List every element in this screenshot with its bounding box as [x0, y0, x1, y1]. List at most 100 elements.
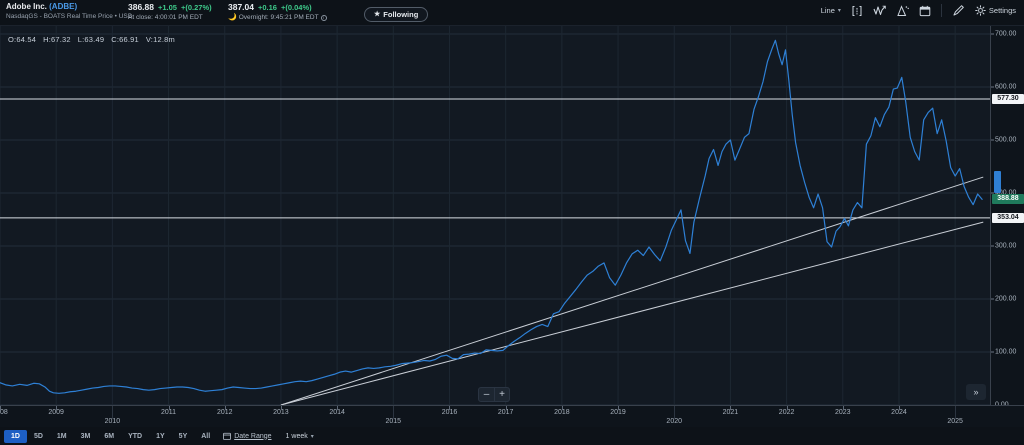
edit-button[interactable] [952, 4, 965, 17]
chevron-down-icon: ▾ [310, 433, 314, 440]
ticker-symbol: (ADBE) [49, 2, 78, 11]
chart-type-label: Line [820, 6, 835, 15]
date-axis-mark [955, 406, 957, 419]
date-axis-tick: 2020 [666, 418, 683, 425]
date-axis-tick: 2015 [385, 418, 402, 425]
ohlc-readout: O:64.54 H:67.32 L:63.49 C:66.91 V:12.8m [8, 35, 175, 44]
date-axis-mark [505, 406, 507, 410]
events-button[interactable] [919, 5, 931, 17]
toolbar-divider [940, 4, 942, 17]
range-button-all[interactable]: All [201, 432, 211, 440]
price-axis-tick: 400.00 [990, 189, 1016, 196]
price-axis-tick: 700.00 [990, 30, 1017, 38]
zoom-in-button[interactable]: + [494, 388, 509, 401]
date-axis-tick: 2017 [497, 409, 514, 416]
range-button-group: 1D 5D 1M 3M 6M YTD 1Y 5Y All [4, 429, 217, 443]
date-axis-mark [112, 406, 114, 419]
drawing-tools-button[interactable] [896, 4, 909, 17]
price-axis-tick: 600.00 [990, 83, 1017, 91]
ohlc-low: L:63.49 [77, 35, 105, 44]
company-name: Adobe Inc. (ADBE) [6, 2, 128, 12]
regular-price: 386.88 [128, 2, 154, 12]
price-tag: 388.88 [992, 193, 1024, 204]
date-axis[interactable]: 2008 2009 2010 2011 2012 2013 2014 2015 2016 2017… [0, 405, 1024, 427]
date-axis-tick: 2024 [891, 409, 907, 416]
lower-trendline [280, 221, 984, 405]
overnight-quote-row: 387.04 +0.16 +(0.04%) [228, 2, 346, 13]
overnight-market-note: 🌙 Overnight: 9:45:21 PM EDT i [228, 13, 346, 23]
chart-toolbar: Line ▾ [821, 0, 1024, 17]
ohlc-open: O:64.54 [8, 35, 37, 44]
date-axis-tick: 2018 [554, 409, 570, 416]
date-axis-mark [898, 406, 900, 410]
range-button-ytd[interactable]: YTD [128, 432, 143, 440]
price-line [0, 39, 983, 394]
price-axis-tick: 100.00 [990, 348, 1017, 356]
ohlc-close: C:66.91 [111, 35, 139, 44]
zoom-controls[interactable]: – + [478, 387, 510, 402]
interval-selector[interactable]: 1 week ▾ [286, 433, 314, 440]
overnight-change: +0.16 [258, 3, 277, 12]
date-axis-tick: 2010 [104, 418, 121, 425]
date-axis-tick: 2013 [273, 409, 289, 416]
follow-area: ★ Following [364, 3, 429, 22]
exchange-line: NasdaqGS - BOATS Real Time Price • USD [6, 13, 133, 20]
chevron-down-icon: ▾ [837, 8, 841, 14]
date-axis-tick: 2008 [0, 409, 8, 416]
upper-trendline [280, 176, 984, 405]
star-icon: ★ [374, 11, 381, 18]
indicators-button[interactable] [873, 5, 886, 17]
price-axis-tick: 200.00 [990, 295, 1017, 303]
range-button-5y[interactable]: 5Y [178, 432, 188, 440]
date-axis-tick: 2014 [329, 409, 345, 416]
indicators-icon [873, 5, 886, 15]
compare-button[interactable] [851, 5, 863, 17]
date-axis-mark [0, 406, 1, 410]
calendar-icon [223, 432, 232, 440]
pencil-icon [953, 5, 964, 16]
date-range-label: Date Range [234, 432, 272, 440]
date-axis-mark [786, 406, 788, 410]
overnight-quote-block: 387.04 +0.16 +(0.04%) 🌙 Overnight: 9:45:… [228, 0, 346, 23]
range-button-1y[interactable]: 1Y [156, 432, 165, 440]
date-axis-mark [280, 406, 282, 410]
chart-plot-area[interactable] [0, 26, 990, 405]
regular-quote-block: 386.88 +1.05 +(0.27%) At close: 4:00:01 … [128, 0, 228, 23]
regular-change-percent: +(0.27%) [180, 3, 212, 12]
range-button-3m[interactable]: 3M [80, 432, 91, 440]
chart-type-selector[interactable]: Line ▾ [821, 6, 841, 15]
settings-button[interactable]: Settings [975, 5, 1016, 16]
ohlc-high: H:67.32 [43, 35, 71, 44]
range-button-1d[interactable]: 1D [4, 429, 27, 443]
info-icon[interactable]: i [320, 15, 327, 21]
range-button-5d[interactable]: 5D [33, 432, 43, 440]
price-tag: 577.30 [992, 93, 1024, 104]
following-button[interactable]: ★ Following [364, 6, 429, 22]
price-axis[interactable]: 0.00100.00200.00300.00400.00500.00600.00… [990, 26, 1024, 409]
date-axis-tick: 2019 [610, 409, 626, 416]
date-axis-mark [561, 406, 563, 410]
range-button-6m[interactable]: 6M [104, 432, 115, 440]
regular-quote-row: 386.88 +1.05 +(0.27%) [128, 2, 228, 13]
overnight-change-percent: +(0.04%) [280, 3, 312, 12]
settings-label: Settings [988, 6, 1016, 15]
date-axis-mark [842, 406, 844, 410]
quote-header: Adobe Inc. (ADBE) NasdaqGS - BOATS Real … [0, 0, 1024, 26]
price-axis-tick: 300.00 [990, 242, 1017, 250]
date-axis-tick: 2025 [947, 418, 963, 425]
range-toolbar: 1D 5D 1M 3M 6M YTD 1Y 5Y All Date Range 1 week ▾ [0, 427, 1024, 445]
date-axis-tick: 2021 [722, 409, 739, 416]
date-axis-mark [674, 406, 676, 419]
date-axis-mark [730, 406, 732, 410]
drawing-tools-icon [897, 4, 909, 16]
compare-icon [852, 5, 862, 16]
zoom-out-button[interactable]: – [483, 388, 490, 400]
price-axis-tick: 500.00 [990, 136, 1017, 144]
range-button-1m[interactable]: 1M [56, 432, 67, 440]
regular-market-note: At close: 4:00:01 PM EDT [128, 14, 203, 21]
expand-right-button[interactable]: » [966, 384, 986, 400]
date-range-button[interactable]: Date Range [223, 432, 272, 440]
current-price-marker [994, 171, 1001, 194]
overnight-note-text: Overnight: 9:45:21 PM EDT [238, 14, 319, 21]
